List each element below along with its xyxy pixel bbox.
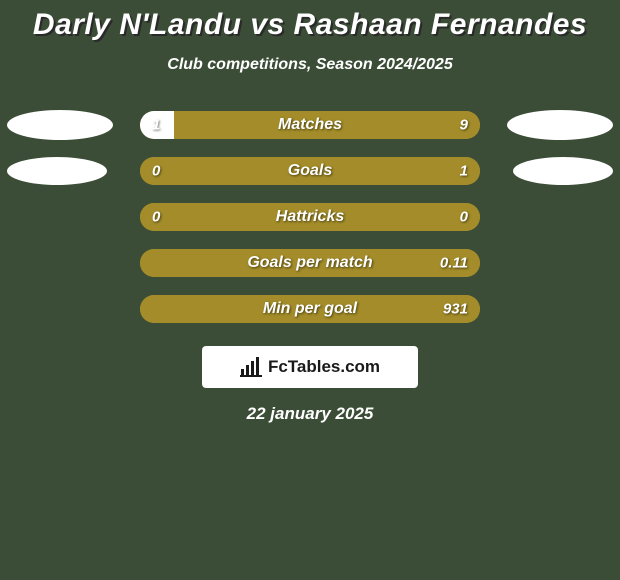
brand-text: FcTables.com — [268, 357, 380, 377]
chart-area: 1 9 Matches 0 1 Goals 0 0 Hattricks 0.11 Goals per… — [0, 102, 620, 332]
stat-row: 1 9 Matches — [0, 102, 620, 148]
player-right-ellipse — [513, 157, 613, 185]
stat-right-value: 1 — [460, 163, 468, 180]
player-right-ellipse — [507, 110, 613, 140]
stat-left-value: 0 — [152, 209, 160, 226]
stat-bar: 0.11 Goals per match — [140, 249, 480, 277]
stat-label: Hattricks — [276, 208, 344, 226]
stat-bar: 0 1 Goals — [140, 157, 480, 185]
player-left-ellipse — [7, 157, 107, 185]
subtitle: Club competitions, Season 2024/2025 — [0, 56, 620, 74]
brand-box: FcTables.com — [202, 346, 418, 388]
stat-bar: 0 0 Hattricks — [140, 203, 480, 231]
stat-label: Matches — [278, 116, 342, 134]
stat-label: Goals per match — [247, 254, 372, 272]
stat-row: 0 1 Goals — [0, 148, 620, 194]
stat-bar: 931 Min per goal — [140, 295, 480, 323]
player-left-ellipse — [7, 110, 113, 140]
chart-bars-icon — [240, 357, 262, 377]
stat-right-value: 0.11 — [440, 255, 468, 272]
page-title: Darly N'Landu vs Rashaan Fernandes — [0, 0, 620, 42]
stat-right-value: 0 — [460, 209, 468, 226]
comparison-infographic: Darly N'Landu vs Rashaan Fernandes Club … — [0, 0, 620, 580]
stat-row: 931 Min per goal — [0, 286, 620, 332]
stat-row: 0 0 Hattricks — [0, 194, 620, 240]
stat-right-value: 9 — [460, 117, 468, 134]
stat-label: Min per goal — [263, 300, 357, 318]
stat-right-value: 931 — [443, 301, 468, 318]
date-text: 22 january 2025 — [0, 404, 620, 424]
stat-row: 0.11 Goals per match — [0, 240, 620, 286]
stat-label: Goals — [288, 162, 332, 180]
stat-left-value: 1 — [152, 117, 160, 134]
stat-bar: 1 9 Matches — [140, 111, 480, 139]
stat-left-value: 0 — [152, 163, 160, 180]
